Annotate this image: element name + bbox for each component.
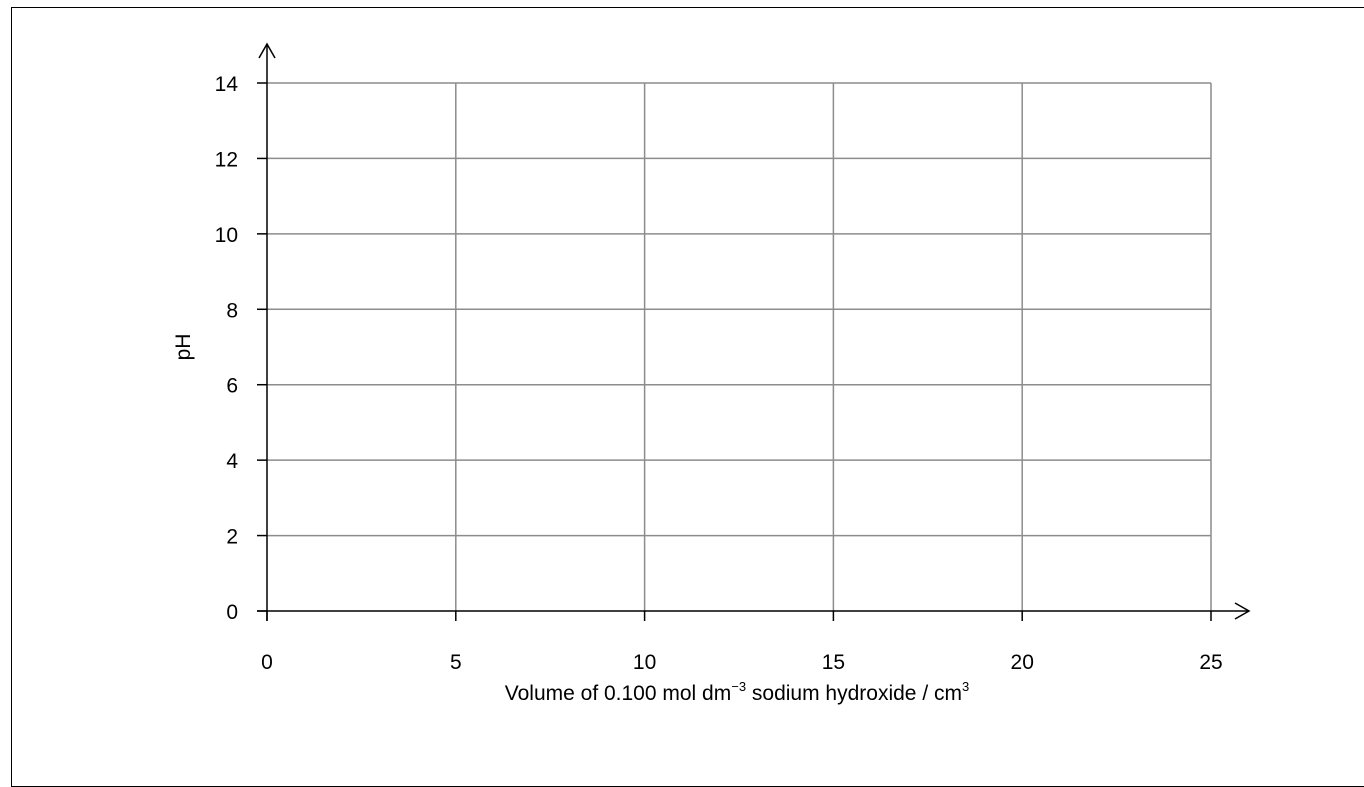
y-axis-label: pH (172, 334, 195, 361)
x-tick-label: 25 (1199, 651, 1222, 674)
x-axis-label-middle: sodium hydroxide / cm (746, 682, 962, 705)
y-tick-label: 4 (226, 450, 238, 473)
ticks (257, 82, 1212, 621)
x-tick-labels: 0 5 10 15 20 25 (261, 651, 1223, 674)
x-tick-label: 15 (822, 651, 845, 674)
y-tick-label: 14 (215, 73, 239, 96)
x-axis-label-prefix: Volume of 0.100 mol dm (505, 682, 731, 705)
x-tick-label: 0 (261, 651, 273, 674)
y-tick-label: 0 (226, 601, 238, 624)
axes (257, 42, 1251, 621)
x-tick-label: 5 (450, 651, 462, 674)
x-axis-arrow (1234, 602, 1251, 620)
y-tick-label: 8 (226, 299, 238, 322)
y-axis-arrow (258, 42, 276, 59)
x-tick-label: 10 (633, 651, 656, 674)
x-axis-label: Volume of 0.100 mol dm−3 sodium hydroxid… (505, 679, 969, 705)
grid (267, 82, 1212, 611)
y-tick-label: 12 (215, 148, 238, 171)
y-tick-label: 10 (215, 224, 238, 247)
y-tick-label: 2 (226, 526, 238, 549)
x-axis-label-sup2: 3 (962, 679, 969, 694)
ph-titration-chart: 0 5 10 15 20 25 0 2 4 6 8 10 12 14 pH Volume of 0.10… (172, 42, 1251, 705)
y-tick-label: 6 (226, 375, 238, 398)
x-tick-label: 20 (1011, 651, 1034, 674)
x-axis-label-sup1: −3 (731, 679, 746, 694)
y-tick-labels: 0 2 4 6 8 10 12 14 (215, 73, 239, 624)
